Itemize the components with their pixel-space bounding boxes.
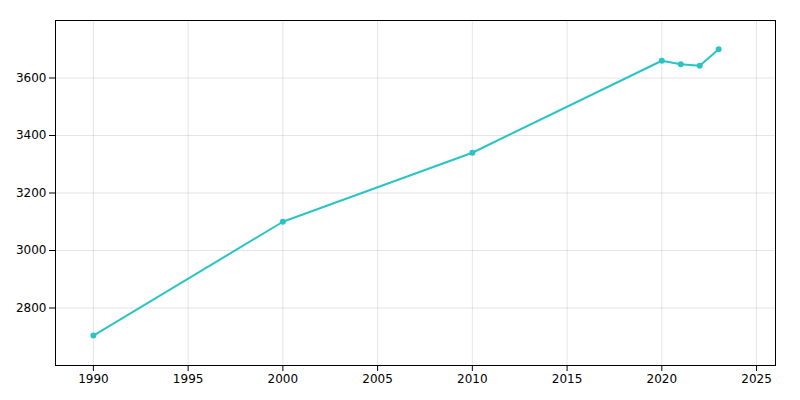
- svg-text:2025: 2025: [741, 372, 772, 386]
- svg-text:3200: 3200: [16, 186, 47, 200]
- svg-text:1990: 1990: [78, 372, 109, 386]
- svg-text:2005: 2005: [362, 372, 393, 386]
- svg-text:2015: 2015: [552, 372, 583, 386]
- svg-text:2800: 2800: [16, 301, 47, 315]
- svg-text:1995: 1995: [173, 372, 204, 386]
- svg-text:2020: 2020: [647, 372, 678, 386]
- svg-text:3000: 3000: [16, 243, 47, 257]
- svg-text:3400: 3400: [16, 128, 47, 142]
- svg-text:2000: 2000: [268, 372, 299, 386]
- svg-text:2010: 2010: [457, 372, 488, 386]
- svg-text:3600: 3600: [16, 71, 47, 85]
